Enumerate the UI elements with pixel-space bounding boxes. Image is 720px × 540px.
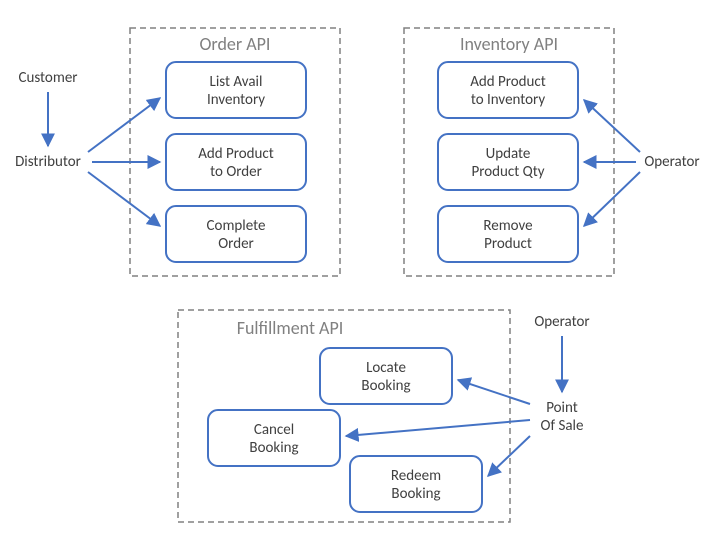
actor-pos: PointOf Sale bbox=[541, 399, 584, 435]
node-redeem_book-label-1: Booking bbox=[391, 485, 440, 503]
node-cancel_book: CancelBooking bbox=[208, 410, 340, 466]
node-redeem_book-label-0: Redeem bbox=[391, 467, 441, 485]
edge-op-remove bbox=[584, 172, 640, 226]
node-remove_prod-label-1: Product bbox=[484, 235, 532, 253]
inventory-api-title: Inventory API bbox=[460, 33, 558, 55]
node-locate_book: LocateBooking bbox=[320, 348, 452, 404]
node-remove_prod: RemoveProduct bbox=[438, 206, 578, 262]
node-redeem_book: RedeemBooking bbox=[350, 456, 482, 512]
node-list_avail-label-1: Inventory bbox=[207, 91, 265, 109]
node-update_qty: UpdateProduct Qty bbox=[438, 134, 578, 190]
nodes: List AvailInventoryAdd Productto OrderCo… bbox=[166, 62, 578, 512]
edge-dist-comp bbox=[88, 172, 160, 226]
actor-operator_bot: Operator bbox=[534, 313, 589, 331]
order-api-title: Order API bbox=[200, 33, 271, 55]
node-update_qty-label-0: Update bbox=[486, 145, 531, 163]
edge-dist-list bbox=[88, 98, 160, 152]
node-complete_order: CompleteOrder bbox=[166, 206, 306, 262]
node-list_avail: List AvailInventory bbox=[166, 62, 306, 118]
actor-operator_bot-label-0: Operator bbox=[534, 313, 589, 331]
node-add_to_order-label-1: to Order bbox=[210, 163, 262, 181]
actor-pos-label-1: Of Sale bbox=[541, 417, 584, 435]
node-add_to_order-label-0: Add Product bbox=[198, 145, 274, 163]
actor-operator_top: Operator bbox=[644, 153, 699, 171]
edge-op-addinv bbox=[584, 100, 640, 152]
node-add_to_inv-label-1: to Inventory bbox=[471, 91, 546, 109]
node-locate_book-label-1: Booking bbox=[361, 377, 410, 395]
actor-customer-label-0: Customer bbox=[18, 69, 77, 87]
node-add_to_order: Add Productto Order bbox=[166, 134, 306, 190]
actor-pos-label-0: Point bbox=[546, 399, 578, 417]
node-update_qty-label-1: Product Qty bbox=[471, 163, 544, 181]
node-locate_book-label-0: Locate bbox=[366, 359, 406, 377]
actor-customer: Customer bbox=[18, 69, 77, 87]
node-remove_prod-label-0: Remove bbox=[483, 217, 532, 235]
node-add_to_inv: Add Productto Inventory bbox=[438, 62, 578, 118]
edge-pos-cancel bbox=[346, 420, 530, 436]
actor-operator_top-label-0: Operator bbox=[644, 153, 699, 171]
edge-pos-redeem bbox=[488, 436, 530, 476]
node-list_avail-label-0: List Avail bbox=[210, 73, 263, 91]
node-cancel_book-label-0: Cancel bbox=[254, 421, 294, 439]
node-cancel_book-label-1: Booking bbox=[249, 439, 298, 457]
fulfillment-api-title: Fulfillment API bbox=[237, 317, 344, 339]
node-complete_order-label-1: Order bbox=[218, 235, 254, 253]
api-architecture-diagram: Order API Inventory API Fulfillment API … bbox=[0, 0, 720, 540]
actor-distributor-label-0: Distributor bbox=[15, 153, 81, 171]
actor-distributor: Distributor bbox=[15, 153, 81, 171]
node-add_to_inv-label-0: Add Product bbox=[470, 73, 546, 91]
node-complete_order-label-0: Complete bbox=[207, 217, 266, 235]
edge-pos-locate bbox=[458, 380, 530, 404]
